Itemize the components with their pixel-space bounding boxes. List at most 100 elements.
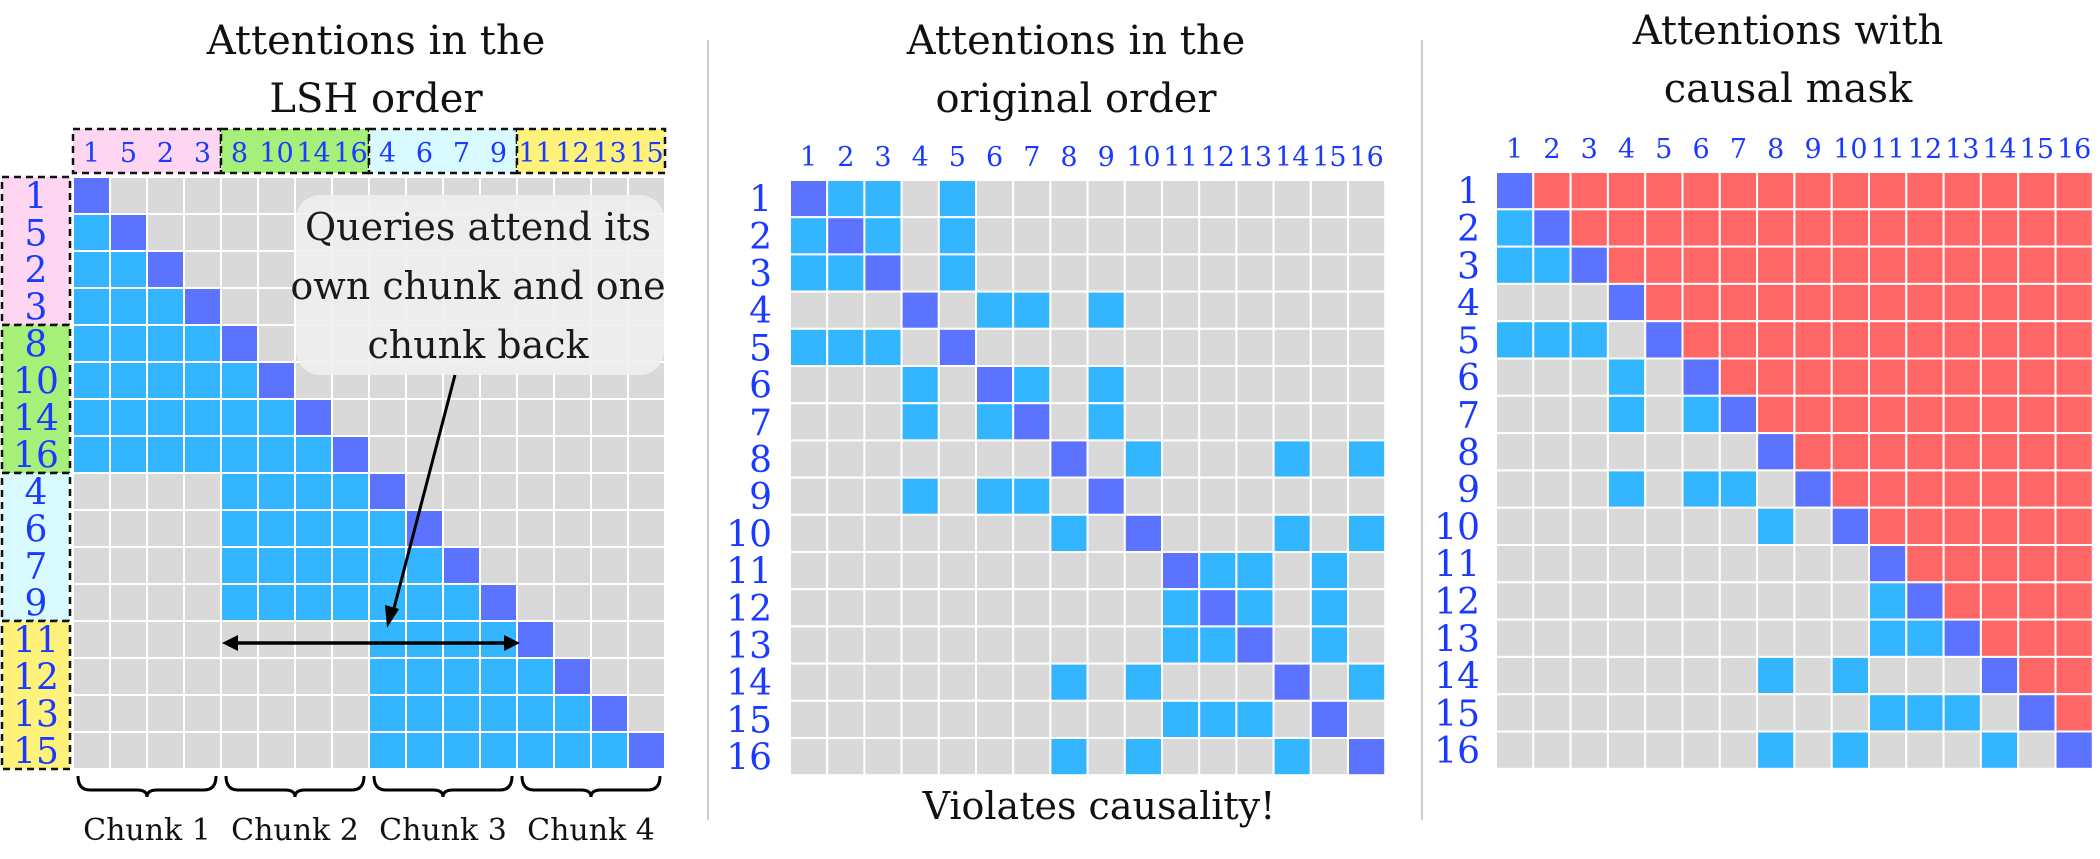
causal-cell xyxy=(2017,208,2057,248)
original-row-index: 10 xyxy=(726,514,772,555)
original-cell xyxy=(1309,699,1350,739)
causal-cell xyxy=(1495,282,1535,323)
causal-cell xyxy=(1830,245,1870,285)
original-column-index: 4 xyxy=(912,142,929,173)
lsh-cell xyxy=(442,583,481,622)
original-cell xyxy=(1049,365,1089,405)
lsh-row-index: 5 xyxy=(25,214,48,255)
lsh-cell xyxy=(442,620,481,659)
original-cell xyxy=(1161,179,1201,219)
causal-cell xyxy=(1942,469,1982,509)
original-cell xyxy=(1012,625,1052,665)
lsh-cell xyxy=(146,324,185,363)
lsh-cell xyxy=(72,546,111,585)
causal-cell xyxy=(1718,693,1759,733)
causal-cell xyxy=(1532,432,1572,472)
lsh-cell xyxy=(479,694,518,733)
lsh-cell xyxy=(516,620,555,659)
original-cell xyxy=(1347,290,1387,330)
original-cell xyxy=(1347,253,1387,293)
original-cell xyxy=(937,625,977,665)
lsh-cell xyxy=(146,546,185,585)
original-cell xyxy=(1049,588,1089,628)
original-cell xyxy=(975,625,1015,665)
original-cell xyxy=(1161,662,1201,702)
original-row-index: 9 xyxy=(749,477,772,518)
lsh-cell xyxy=(183,620,222,659)
original-cell xyxy=(789,476,829,516)
causal-cell xyxy=(1606,245,1647,285)
causal-cell xyxy=(1793,320,1833,360)
causal-cell xyxy=(1868,544,1908,584)
chunk-brace xyxy=(520,775,662,798)
original-cell xyxy=(789,327,829,367)
causal-cell xyxy=(1644,544,1684,584)
lsh-row-bucket-box xyxy=(0,175,72,327)
original-title-line-1: Attentions in the xyxy=(906,18,1246,64)
lsh-cell xyxy=(590,620,629,659)
lsh-row-index: 9 xyxy=(25,584,48,625)
original-cell xyxy=(975,290,1015,330)
causal-cell xyxy=(1495,320,1535,360)
causal-cell xyxy=(2017,469,2057,509)
causal-cell xyxy=(1644,469,1684,509)
causal-row-index: 10 xyxy=(1434,507,1480,548)
lsh-cell xyxy=(109,361,148,400)
original-cell xyxy=(1198,179,1238,219)
original-cell xyxy=(1049,327,1089,367)
lsh-cell xyxy=(109,620,148,659)
original-cell xyxy=(937,216,977,256)
causal-cell xyxy=(1868,506,1908,547)
lsh-cell xyxy=(590,583,629,622)
original-row-index: 12 xyxy=(726,589,772,630)
original-cell xyxy=(1198,327,1238,367)
lsh-cell xyxy=(72,287,111,326)
original-cell xyxy=(1161,216,1201,256)
causal-cell xyxy=(1756,655,1796,696)
original-cell xyxy=(1049,253,1089,293)
original-cell xyxy=(1198,439,1238,479)
original-cell xyxy=(1123,179,1164,219)
causal-cell xyxy=(2054,469,2094,509)
original-cell xyxy=(1198,253,1238,293)
original-cell xyxy=(900,513,940,553)
chunk-brace xyxy=(372,775,514,798)
original-cell xyxy=(1086,290,1126,330)
lsh-cell xyxy=(146,694,185,733)
original-cell xyxy=(789,662,829,702)
original-cell xyxy=(1161,551,1201,591)
lsh-cell xyxy=(146,583,185,622)
lsh-cell xyxy=(72,694,111,733)
original-cell xyxy=(1123,662,1164,702)
original-cell xyxy=(1347,179,1387,219)
lsh-cell xyxy=(72,213,111,252)
original-cell xyxy=(789,737,829,777)
lsh-cell xyxy=(294,583,333,622)
original-column-index: 12 xyxy=(1201,142,1235,173)
original-cell xyxy=(1012,216,1052,256)
causal-cell xyxy=(1718,581,1759,621)
causal-cell xyxy=(1644,171,1684,211)
original-cell xyxy=(1272,365,1312,405)
original-cell xyxy=(900,476,940,516)
causal-cell xyxy=(1681,208,1721,248)
original-cell xyxy=(1123,290,1164,330)
lsh-cell xyxy=(331,398,370,437)
original-cell xyxy=(826,327,866,367)
causal-cell xyxy=(1606,655,1647,696)
causal-cell xyxy=(1868,208,1908,248)
original-cell xyxy=(1272,253,1312,293)
original-cell xyxy=(975,365,1015,405)
original-row-index: 8 xyxy=(749,440,772,481)
causal-cell xyxy=(1905,282,1945,323)
causal-cell xyxy=(1756,208,1796,248)
original-cell xyxy=(1049,699,1089,739)
causal-cell xyxy=(1681,655,1721,696)
lsh-cell xyxy=(72,509,111,548)
original-cell xyxy=(1123,513,1164,553)
lsh-cell xyxy=(590,694,629,733)
original-cell xyxy=(900,402,940,442)
original-cell xyxy=(975,439,1015,479)
lsh-cell xyxy=(220,324,259,363)
lsh-cell xyxy=(220,213,259,252)
